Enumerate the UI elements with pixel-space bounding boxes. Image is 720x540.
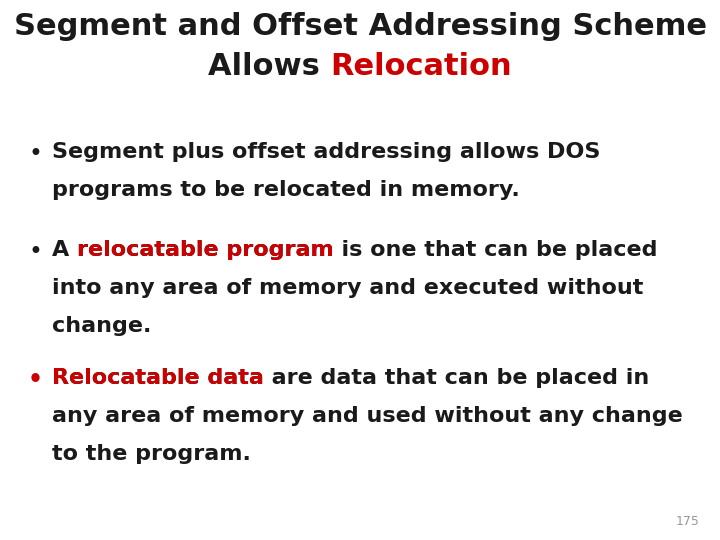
- Text: change.: change.: [52, 316, 151, 336]
- Text: into any area of memory and executed without: into any area of memory and executed wit…: [52, 278, 644, 298]
- Text: Segment and Offset Addressing Scheme: Segment and Offset Addressing Scheme: [14, 12, 706, 41]
- Text: programs to be relocated in memory.: programs to be relocated in memory.: [52, 180, 520, 200]
- Text: •: •: [28, 142, 42, 166]
- Text: Relocatable data are data that can be placed in: Relocatable data are data that can be pl…: [52, 368, 649, 388]
- Text: relocatable program: relocatable program: [77, 240, 334, 260]
- Text: A relocatable program is one that can be placed: A relocatable program is one that can be…: [52, 240, 657, 260]
- Text: •: •: [28, 240, 42, 264]
- Text: to the program.: to the program.: [52, 444, 251, 464]
- Text: any area of memory and used without any change: any area of memory and used without any …: [52, 406, 683, 426]
- Text: •: •: [28, 368, 43, 392]
- Text: 175: 175: [676, 515, 700, 528]
- Text: Relocatable data: Relocatable data: [52, 368, 264, 388]
- Text: Relocation: Relocation: [330, 52, 512, 81]
- Text: Allows: Allows: [208, 52, 330, 81]
- Text: Segment plus offset addressing allows DOS: Segment plus offset addressing allows DO…: [52, 142, 600, 162]
